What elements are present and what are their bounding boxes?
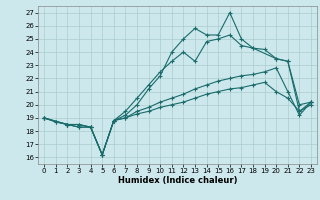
X-axis label: Humidex (Indice chaleur): Humidex (Indice chaleur) bbox=[118, 176, 237, 185]
